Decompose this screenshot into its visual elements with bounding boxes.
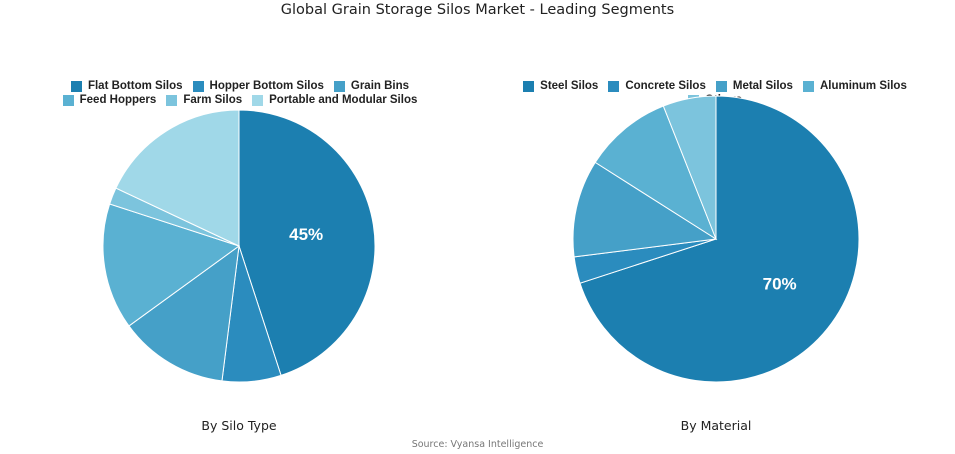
chart-title: Global Grain Storage Silos Market - Lead… — [280, 2, 675, 18]
pie-slice-portable-and-modular-silos — [115, 109, 240, 247]
pie-slice-others — [662, 95, 717, 240]
subtitle-material: By Material — [680, 418, 752, 433]
legend-swatch — [70, 80, 82, 92]
pie-value-label: 45% — [289, 225, 323, 244]
legend-label: Portable and Modular Silos — [269, 94, 418, 106]
legend-label: Grain Bins — [350, 80, 410, 92]
legend-swatch — [523, 80, 535, 92]
legend-item: Portable and Modular Silos — [252, 94, 417, 106]
subtitle-silo-type: By Silo Type — [201, 418, 277, 433]
pie-slice-feed-hoppers — [102, 203, 241, 327]
legend-item: Steel Silos — [523, 80, 598, 92]
pie-slice-grain-bins — [128, 244, 240, 382]
legend-label: Concrete Silos — [625, 80, 706, 92]
legend-swatch — [62, 94, 74, 106]
legend-label: Feed Hoppers — [79, 94, 157, 106]
legend-swatch — [166, 94, 178, 106]
legend-item: Feed Hoppers — [62, 94, 157, 106]
pie-slice-flat-bottom-silos — [238, 109, 376, 376]
legend-item: Metal Silos — [715, 80, 793, 92]
source-note: Source: Vyansa Intelligence — [411, 439, 544, 450]
legend-swatch — [715, 80, 727, 92]
legend-swatch — [608, 80, 620, 92]
legend-item: Aluminum Silos — [802, 80, 907, 92]
legend-label: Hopper Bottom Silos — [209, 80, 324, 92]
pie-slice-steel-silos — [579, 95, 860, 383]
legend-label: Aluminum Silos — [819, 80, 907, 92]
legend-item: Hopper Bottom Silos — [192, 80, 324, 92]
legend-label: Farm Silos — [183, 94, 243, 106]
legend-swatch — [802, 80, 814, 92]
legend-label: Flat Bottom Silos — [87, 80, 183, 92]
legend-label: Steel Silos — [540, 80, 599, 92]
legend-item: Flat Bottom Silos — [70, 80, 183, 92]
pie-value-label: 70% — [763, 275, 797, 294]
legend-item: Farm Silos — [166, 94, 242, 106]
legend-item: Concrete Silos — [608, 80, 706, 92]
pie-slice-metal-silos — [572, 161, 718, 258]
pie-slice-aluminum-silos — [594, 105, 718, 241]
legend-label: Metal Silos — [732, 80, 793, 92]
legend-swatch — [192, 80, 204, 92]
legend-swatch — [333, 80, 345, 92]
legend-silo-type: Flat Bottom Silos Hopper Bottom Silos Grai… — [20, 80, 460, 106]
legend-swatch — [252, 94, 264, 106]
legend-item: Grain Bins — [333, 80, 410, 92]
